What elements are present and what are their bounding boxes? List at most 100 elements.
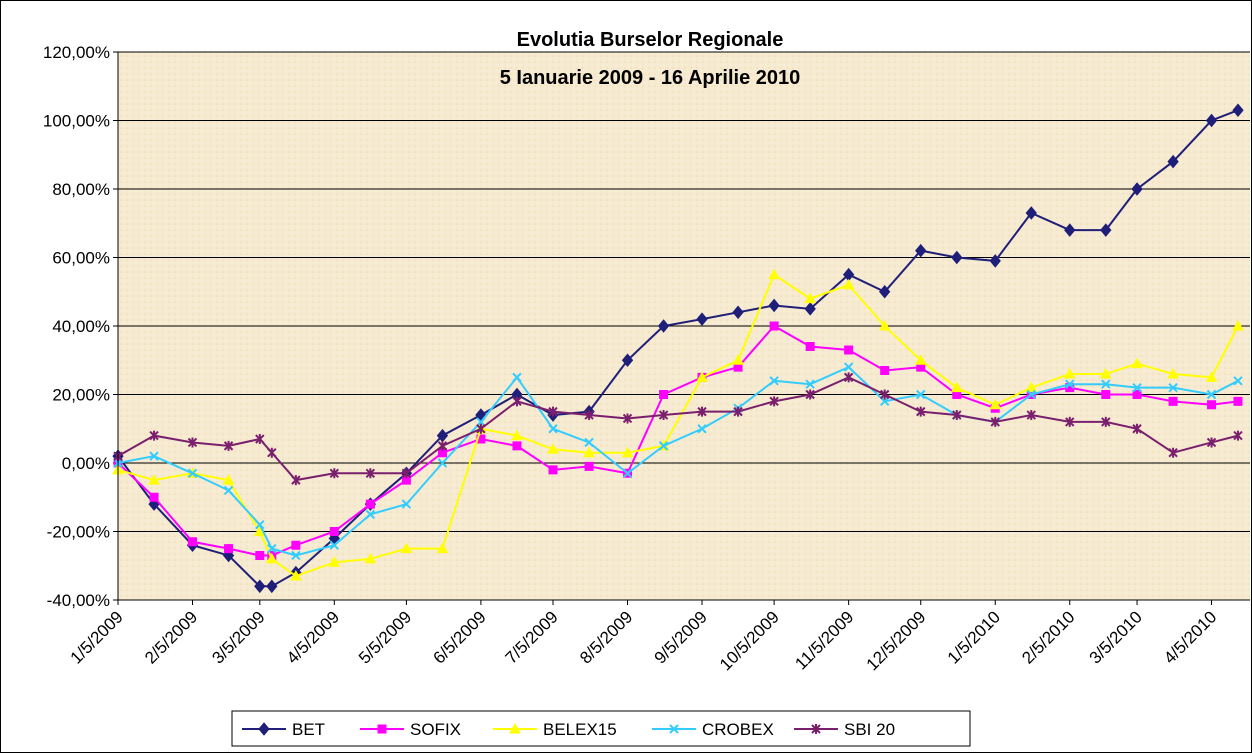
data-point [547, 443, 559, 454]
data-point [914, 354, 927, 365]
data-point [436, 542, 449, 554]
data-point [805, 389, 815, 400]
data-point [805, 342, 815, 352]
data-point [805, 379, 815, 389]
data-point [843, 362, 854, 372]
data-point [512, 372, 522, 383]
data-point [769, 321, 779, 331]
data-point [365, 468, 376, 479]
y-tick-label: 20,00% [52, 386, 110, 405]
data-point [187, 437, 198, 448]
y-tick-label: 120,00% [43, 43, 110, 62]
data-point [952, 410, 962, 421]
data-point [697, 424, 707, 434]
data-point [1206, 437, 1217, 448]
data-point [1168, 382, 1178, 393]
data-point [291, 550, 301, 561]
data-point [1131, 182, 1143, 196]
data-point [254, 579, 266, 594]
data-point [365, 499, 375, 509]
data-point [811, 724, 821, 734]
data-point [659, 390, 669, 399]
legend-label: SOFIX [410, 720, 461, 739]
data-point [149, 492, 159, 502]
data-point [291, 540, 301, 550]
data-point [990, 416, 1000, 427]
data-point [669, 724, 679, 734]
data-point [548, 406, 558, 417]
data-point [291, 475, 301, 486]
data-point [843, 372, 854, 383]
data-point [512, 441, 522, 451]
data-point [989, 254, 1001, 268]
data-point [733, 406, 743, 417]
data-point [377, 724, 387, 734]
data-point [1064, 223, 1076, 237]
data-point [401, 475, 411, 485]
data-point [328, 556, 341, 567]
data-point [187, 468, 198, 478]
data-point [1206, 389, 1217, 400]
data-point [804, 302, 816, 316]
data-point [1063, 367, 1076, 379]
y-tick-label: 40,00% [52, 317, 110, 336]
series [113, 372, 1243, 486]
data-point [437, 448, 447, 458]
data-point [1025, 381, 1038, 393]
data-point [1167, 367, 1179, 379]
data-point [149, 430, 159, 441]
data-point [267, 447, 277, 458]
data-point [1205, 113, 1218, 128]
data-point [1168, 396, 1178, 406]
data-point [329, 527, 339, 536]
data-point [1132, 423, 1142, 434]
data-point [916, 406, 926, 417]
y-tick-label: 60,00% [52, 249, 110, 268]
data-point [584, 410, 594, 421]
data-point [584, 461, 594, 471]
data-point [188, 537, 198, 547]
data-point [365, 509, 376, 520]
data-point [1167, 154, 1179, 169]
data-point [622, 413, 633, 424]
chart-title: Evolutia Burselor Regionale [517, 29, 784, 51]
data-point [1025, 206, 1037, 220]
data-point [583, 446, 595, 458]
data-point [401, 499, 412, 509]
data-point [769, 376, 779, 386]
legend-label: SBI 20 [844, 720, 895, 739]
data-point [915, 243, 927, 258]
data-point [265, 552, 278, 564]
data-point [255, 519, 265, 530]
data-point [223, 440, 234, 451]
data-point [1099, 367, 1112, 379]
data-point [842, 278, 855, 290]
data-point [1101, 379, 1111, 389]
data-point [1131, 357, 1143, 369]
data-point [769, 396, 779, 407]
data-point [509, 722, 521, 734]
data-point [950, 381, 963, 393]
data-point [878, 319, 891, 331]
y-tick-label: -40,00% [47, 591, 110, 610]
data-point [222, 474, 235, 485]
data-point [1132, 382, 1142, 393]
data-point [1205, 371, 1218, 382]
data-point [1026, 389, 1036, 400]
data-point [696, 312, 708, 326]
data-point [880, 366, 890, 376]
data-point [732, 305, 744, 320]
data-point [476, 423, 486, 434]
data-point [768, 268, 780, 280]
data-point [364, 552, 377, 564]
y-tick-label: 100,00% [43, 112, 110, 131]
y-tick-label: -20,00% [47, 523, 110, 542]
data-point [1100, 223, 1112, 237]
data-point [1233, 396, 1243, 406]
data-point [548, 424, 558, 434]
data-point [879, 284, 891, 299]
data-point [621, 353, 634, 368]
legend-label: CROBEX [702, 720, 774, 739]
